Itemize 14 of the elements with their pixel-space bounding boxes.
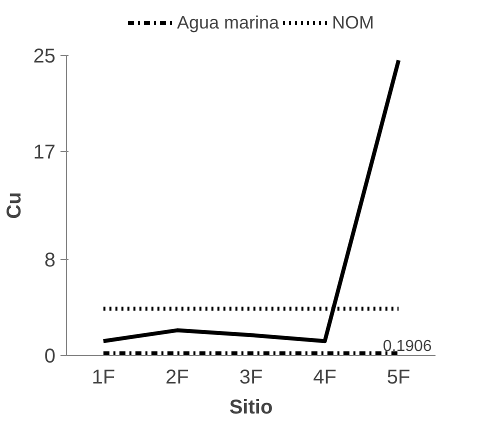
y-tick-label: 0 — [44, 346, 56, 368]
annotation: 0.1906 — [382, 338, 432, 356]
y-axis-title: Cu — [3, 192, 26, 219]
legend-label: NOM — [332, 12, 374, 33]
y-tick-label: 17 — [33, 142, 56, 164]
x-tick-label: 2F — [166, 366, 189, 388]
x-tick-label: 1F — [92, 366, 116, 388]
x-tick-label: 3F — [239, 366, 263, 388]
x-axis-title: Sitio — [229, 396, 273, 418]
x-tick-label: 4F — [313, 366, 336, 388]
legend-label: Agua marina — [176, 12, 280, 33]
y-tick-label: 8 — [44, 250, 56, 272]
y-tick-label: 25 — [33, 46, 56, 68]
x-tick-label: 5F — [386, 366, 410, 388]
